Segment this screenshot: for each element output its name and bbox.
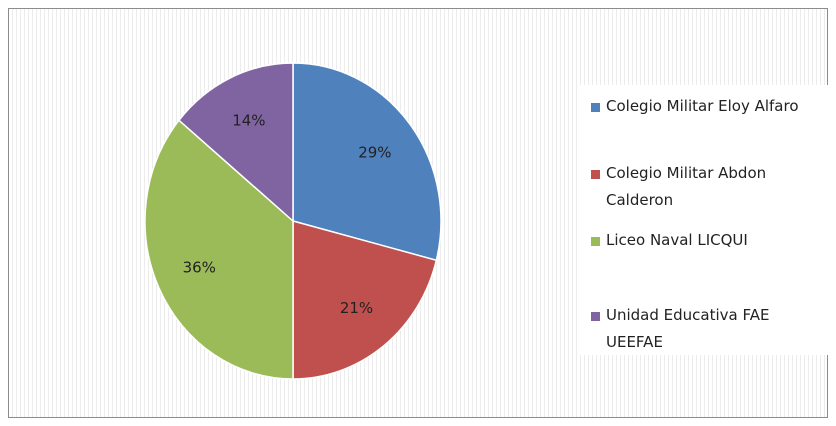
legend-item: Colegio Militar Eloy Alfaro — [591, 93, 823, 120]
legend-label: Liceo Naval LICQUI — [606, 231, 748, 249]
legend-item: Liceo Naval LICQUI — [591, 227, 823, 254]
legend-label: Colegio Militar Abdon Calderon — [606, 164, 767, 209]
data-label: 21% — [340, 299, 373, 317]
data-label: 36% — [183, 259, 216, 277]
pie-slice — [292, 62, 442, 262]
legend-swatch — [591, 237, 600, 246]
legend-label: Colegio Militar Eloy Alfaro — [606, 97, 799, 115]
legend-label: Unidad Educativa FAE UEEFAE — [606, 306, 770, 351]
pie-slice — [144, 119, 294, 380]
legend-swatch — [591, 103, 600, 112]
legend: Colegio Militar Eloy Alfaro Colegio Milit… — [577, 85, 829, 355]
pie-slice — [292, 220, 438, 380]
data-label: 29% — [358, 144, 391, 162]
data-label: 14% — [232, 111, 265, 129]
legend-item: Colegio Militar Abdon Calderon — [591, 160, 823, 214]
pie-slice — [177, 62, 294, 223]
legend-swatch — [591, 170, 600, 179]
legend-item: Unidad Educativa FAE UEEFAE — [591, 302, 823, 356]
legend-swatch — [591, 312, 600, 321]
